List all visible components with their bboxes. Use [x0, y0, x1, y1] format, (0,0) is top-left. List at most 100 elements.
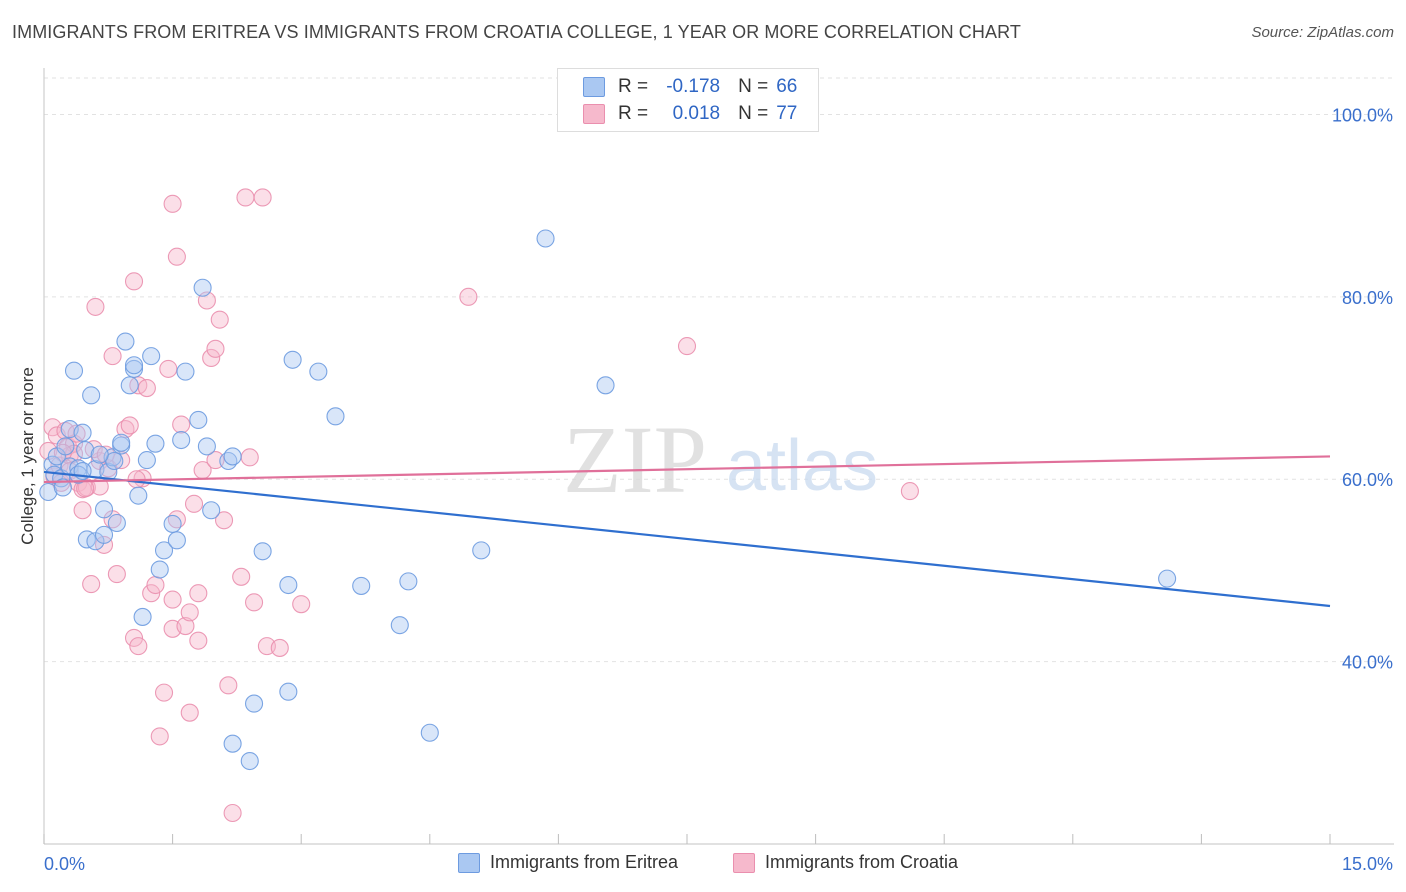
croatia-point [86, 297, 105, 316]
legend-item-eritrea: Immigrants from Eritrea [458, 852, 678, 873]
eritrea-point [90, 445, 109, 464]
x-tick-label: 0.0% [44, 854, 85, 874]
croatia-point [172, 415, 191, 434]
eritrea-point [64, 361, 84, 380]
croatia-point [459, 287, 478, 306]
eritrea-point [596, 376, 615, 395]
croatia-legend-swatch [733, 852, 755, 873]
eritrea-point [133, 607, 152, 626]
croatia-point [253, 188, 272, 207]
croatia-point [180, 703, 199, 722]
croatia-point [292, 595, 311, 614]
eritrea-point [399, 572, 418, 591]
croatia-point [677, 337, 697, 356]
y-tick-label: 60.0% [1342, 470, 1393, 490]
watermark-zip: ZIP [563, 406, 707, 513]
eritrea-point [223, 734, 242, 753]
croatia-point [103, 347, 122, 366]
croatia-r-value: 0.018 [672, 103, 721, 124]
eritrea-point [279, 682, 298, 701]
eritrea-point [39, 482, 58, 502]
croatia-point [176, 617, 195, 636]
eritrea-point [137, 451, 156, 470]
eritrea-points [39, 229, 1177, 771]
eritrea-point [472, 541, 491, 560]
eritrea-legend-swatch [458, 852, 480, 873]
eritrea-point [326, 407, 345, 426]
croatia-point [206, 451, 225, 470]
eritrea-r-value: -0.178 [666, 76, 721, 97]
croatia-point [137, 378, 156, 398]
eritrea-point [1158, 569, 1177, 588]
trend-layer [43, 455, 1331, 608]
croatia-point [107, 565, 126, 584]
legend-row-croatia: R = 0.018 N = 77 [583, 101, 798, 127]
eritrea-point [120, 376, 139, 395]
croatia-point [232, 567, 251, 586]
croatia-n-value: 77 [776, 103, 798, 124]
eritrea-legend-label: Immigrants from Eritrea [490, 852, 679, 872]
eritrea-point [197, 437, 216, 456]
croatia-swatch [583, 104, 605, 124]
eritrea-point [124, 356, 144, 375]
croatia-point [150, 727, 169, 746]
eritrea-point [240, 751, 259, 771]
croatia-point [120, 416, 139, 435]
eritrea-point [202, 501, 221, 520]
croatia-point [223, 803, 242, 823]
eritrea-n-label: N = [738, 76, 769, 97]
croatia-point [154, 683, 174, 702]
x-tick-label: 15.0% [1342, 854, 1393, 874]
eritrea-point [244, 694, 264, 713]
eritrea-point [112, 433, 131, 452]
eritrea-point [283, 350, 302, 369]
eritrea-point [73, 423, 92, 442]
y-tick-label: 40.0% [1342, 653, 1393, 673]
croatia-point [73, 501, 92, 520]
eritrea-point [129, 486, 148, 505]
legend-item-croatia: Immigrants from Croatia [733, 852, 958, 873]
croatia-point [240, 448, 259, 467]
y-tick-label: 100.0% [1332, 105, 1393, 125]
eritrea-point [536, 229, 555, 248]
eritrea-swatch [583, 77, 605, 97]
croatia-point [189, 631, 208, 650]
eritrea-point [107, 513, 126, 533]
eritrea-point [193, 278, 212, 297]
croatia-point [189, 584, 208, 603]
croatia-point [167, 247, 186, 266]
eritrea-point [116, 332, 135, 351]
croatia-point [184, 494, 204, 513]
chart-title: IMMIGRANTS FROM ERITREA VS IMMIGRANTS FR… [12, 22, 1021, 42]
croatia-point [244, 593, 264, 612]
croatia-point [163, 590, 182, 609]
croatia-point [129, 637, 148, 656]
croatia-point [270, 638, 289, 657]
eritrea-point [146, 434, 165, 453]
eritrea-point [167, 531, 186, 550]
croatia-point [142, 584, 161, 603]
croatia-point [210, 310, 229, 329]
croatia-point [82, 575, 101, 594]
axis-layer [43, 68, 1394, 845]
eritrea-point [150, 560, 169, 579]
correlation-legend: R = -0.178 N = 66 R = 0.018 N = 77 [557, 68, 819, 132]
series-legend: Immigrants from Eritrea Immigrants from … [0, 852, 1406, 876]
croatia-point [236, 188, 255, 207]
eritrea-point [176, 362, 195, 381]
croatia-point [146, 575, 165, 595]
croatia-n-label: N = [738, 103, 769, 124]
tick-label-layer: 40.0% 60.0% 80.0% 100.0% 0.0% 15.0% [44, 105, 1393, 874]
croatia-trend-line [43, 455, 1331, 484]
eritrea-point [253, 542, 272, 561]
eritrea-point [142, 347, 161, 366]
eritrea-point [420, 723, 439, 742]
eritrea-point [56, 437, 75, 456]
croatia-points [39, 188, 919, 823]
eritrea-point [76, 441, 95, 460]
croatia-point [124, 628, 144, 647]
eritrea-point [82, 386, 101, 405]
y-tick-label: 80.0% [1342, 288, 1393, 308]
eritrea-point [94, 500, 114, 519]
